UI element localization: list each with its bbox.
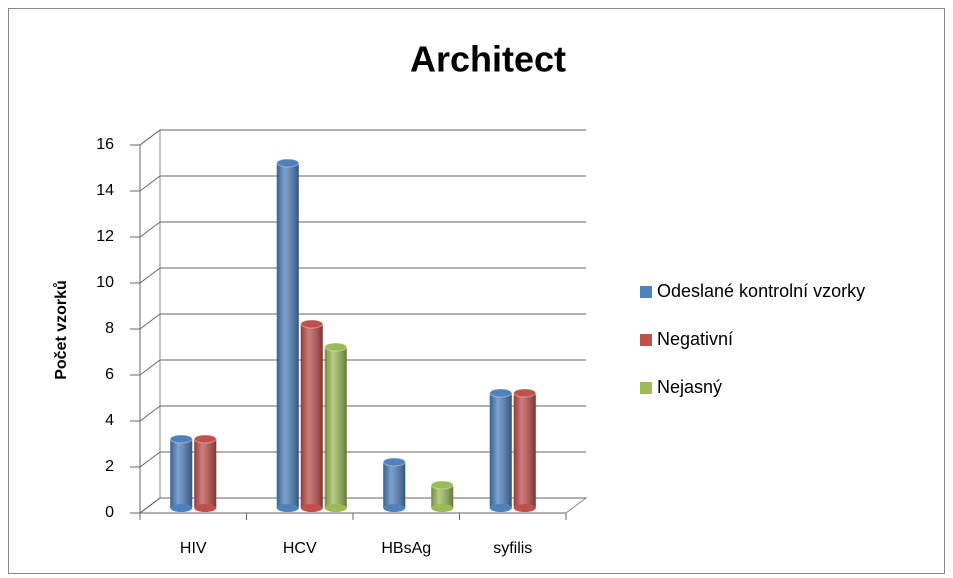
grid-line (139, 267, 161, 284)
y-tick-label: 10 (96, 274, 114, 291)
bar (169, 434, 193, 512)
bar (382, 457, 406, 512)
y-tick-label: 6 (105, 366, 114, 383)
legend-swatch (640, 382, 652, 394)
bar-bottom (383, 504, 406, 512)
bar-top (430, 480, 454, 490)
bar-top (300, 319, 324, 329)
y-tick-label: 2 (105, 458, 114, 475)
grid-line (139, 175, 161, 192)
grid-line (139, 405, 161, 422)
bar (300, 319, 324, 512)
bar-shade (324, 347, 347, 508)
bar (324, 342, 348, 512)
x-tick-label: syfilis (493, 540, 532, 557)
bar (489, 388, 513, 512)
legend-label: Negativní (657, 329, 733, 349)
bar-bottom (276, 504, 299, 512)
bar-shade (383, 462, 406, 508)
bar-bottom (194, 504, 217, 512)
bar-bottom (300, 504, 323, 512)
x-tick-label: HCV (283, 540, 317, 557)
bar-top (324, 342, 348, 352)
y-tick-label: 14 (96, 182, 114, 199)
bar-bottom (489, 504, 512, 512)
bar-top (489, 388, 513, 398)
legend-label: Nejasný (657, 377, 722, 397)
grid-line (139, 221, 161, 238)
legend-label: Odeslané kontrolní vzorky (657, 281, 865, 301)
legend-swatch (640, 334, 652, 346)
grid-line (139, 129, 161, 146)
y-tick-label: 16 (96, 136, 114, 153)
y-tick-label: 4 (105, 412, 114, 429)
x-tick-label: HBsAg (381, 540, 431, 557)
bar-bottom (324, 504, 347, 512)
y-axis-label: Počet vzorků (53, 280, 70, 380)
bar-bottom (431, 504, 454, 512)
bar-shade (194, 439, 217, 508)
grid-line (139, 313, 161, 330)
y-tick-label: 12 (96, 228, 114, 245)
bar (276, 158, 300, 512)
bar-top (382, 457, 406, 467)
bar-top (169, 434, 193, 444)
x-tick-label: HIV (180, 540, 207, 557)
bar-shade (300, 324, 323, 508)
bar-top (193, 434, 217, 444)
bar (193, 434, 217, 512)
bar-shade (431, 485, 454, 508)
bar-shade (276, 163, 299, 508)
chart-title: Architect (410, 39, 566, 80)
grid-line (139, 497, 161, 514)
bar-top (276, 158, 300, 168)
bar-top (513, 388, 537, 398)
bar-shade (170, 439, 193, 508)
grid-line (139, 451, 161, 468)
bar-bottom (170, 504, 193, 512)
legend-swatch (640, 286, 652, 298)
grid-line (139, 359, 161, 376)
bar-bottom (513, 504, 536, 512)
chart-border (8, 8, 945, 574)
bar-shade (513, 393, 536, 508)
y-tick-label: 8 (105, 320, 114, 337)
bar (513, 388, 537, 512)
bar (430, 480, 454, 512)
y-tick-label: 0 (105, 504, 114, 521)
bar-shade (489, 393, 512, 508)
